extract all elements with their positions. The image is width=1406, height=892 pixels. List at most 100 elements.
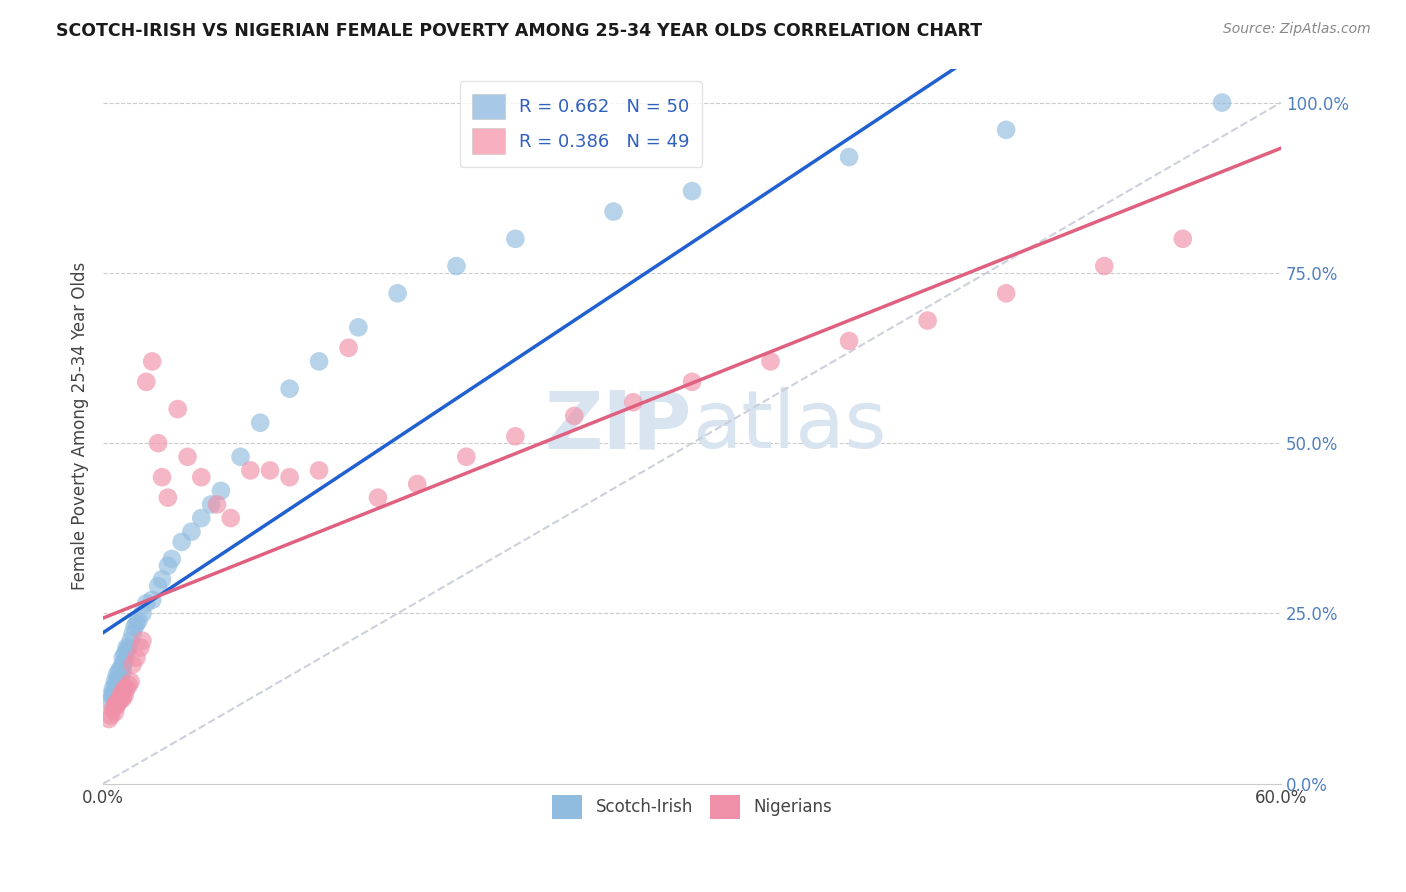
Point: [995, 123, 1018, 137]
Point: [135, 375, 157, 389]
Point: [101, 681, 124, 696]
Point: [121, 657, 143, 672]
Point: [681, 375, 703, 389]
Point: [110, 661, 132, 675]
Point: [190, 470, 212, 484]
Point: [114, 654, 136, 668]
Point: [621, 395, 644, 409]
Point: [160, 552, 183, 566]
Point: [111, 665, 134, 679]
Point: [110, 688, 132, 702]
Y-axis label: Female Poverty Among 25-34 Year Olds: Female Poverty Among 25-34 Year Olds: [72, 262, 89, 591]
Point: [681, 184, 703, 198]
Point: [239, 463, 262, 477]
Point: [838, 334, 860, 348]
Point: [180, 524, 202, 539]
Point: [98, 695, 121, 709]
Point: [229, 450, 252, 464]
Point: [308, 354, 330, 368]
Point: [108, 665, 131, 679]
Point: [110, 667, 132, 681]
Point: [111, 650, 134, 665]
Point: [108, 671, 131, 685]
Point: [120, 633, 142, 648]
Point: [1211, 95, 1233, 110]
Point: [117, 678, 139, 692]
Point: [101, 702, 124, 716]
Point: [111, 685, 134, 699]
Point: [108, 695, 131, 709]
Point: [505, 429, 527, 443]
Point: [995, 286, 1018, 301]
Point: [917, 313, 939, 327]
Point: [114, 648, 136, 662]
Point: [120, 674, 142, 689]
Point: [125, 650, 148, 665]
Point: [117, 640, 139, 655]
Point: [156, 491, 179, 505]
Text: ZIP: ZIP: [544, 387, 692, 465]
Point: [141, 354, 163, 368]
Point: [759, 354, 782, 368]
Point: [115, 681, 138, 696]
Point: [562, 409, 585, 423]
Point: [104, 681, 127, 696]
Point: [111, 691, 134, 706]
Point: [105, 667, 128, 681]
Point: [190, 511, 212, 525]
Point: [259, 463, 281, 477]
Point: [104, 674, 127, 689]
Text: Source: ZipAtlas.com: Source: ZipAtlas.com: [1223, 22, 1371, 37]
Point: [111, 657, 134, 672]
Point: [146, 579, 169, 593]
Point: [114, 688, 136, 702]
Point: [104, 698, 127, 713]
Point: [838, 150, 860, 164]
Point: [105, 674, 128, 689]
Point: [100, 708, 122, 723]
Point: [1092, 259, 1115, 273]
Point: [121, 627, 143, 641]
Point: [124, 620, 146, 634]
Point: [209, 483, 232, 498]
Point: [367, 491, 389, 505]
Legend: Scotch-Irish, Nigerians: Scotch-Irish, Nigerians: [546, 789, 838, 825]
Point: [166, 402, 188, 417]
Point: [200, 498, 222, 512]
Text: SCOTCH-IRISH VS NIGERIAN FEMALE POVERTY AMONG 25-34 YEAR OLDS CORRELATION CHART: SCOTCH-IRISH VS NIGERIAN FEMALE POVERTY …: [56, 22, 983, 40]
Point: [602, 204, 624, 219]
Text: atlas: atlas: [692, 387, 886, 465]
Point: [337, 341, 360, 355]
Point: [406, 477, 429, 491]
Point: [104, 705, 127, 719]
Point: [125, 616, 148, 631]
Point: [278, 470, 301, 484]
Point: [110, 691, 132, 706]
Point: [115, 644, 138, 658]
Point: [205, 498, 228, 512]
Point: [176, 450, 198, 464]
Point: [170, 535, 193, 549]
Point: [131, 607, 153, 621]
Point: [127, 613, 149, 627]
Point: [135, 596, 157, 610]
Point: [105, 695, 128, 709]
Point: [456, 450, 478, 464]
Point: [105, 698, 128, 713]
Point: [141, 592, 163, 607]
Point: [387, 286, 409, 301]
Point: [308, 463, 330, 477]
Point: [446, 259, 468, 273]
Point: [131, 633, 153, 648]
Point: [505, 232, 527, 246]
Point: [101, 688, 124, 702]
Point: [278, 382, 301, 396]
Point: [219, 511, 242, 525]
Point: [249, 416, 271, 430]
Point: [129, 640, 152, 655]
Point: [156, 558, 179, 573]
Point: [114, 681, 136, 696]
Point: [347, 320, 370, 334]
Point: [1171, 232, 1194, 246]
Point: [100, 688, 122, 702]
